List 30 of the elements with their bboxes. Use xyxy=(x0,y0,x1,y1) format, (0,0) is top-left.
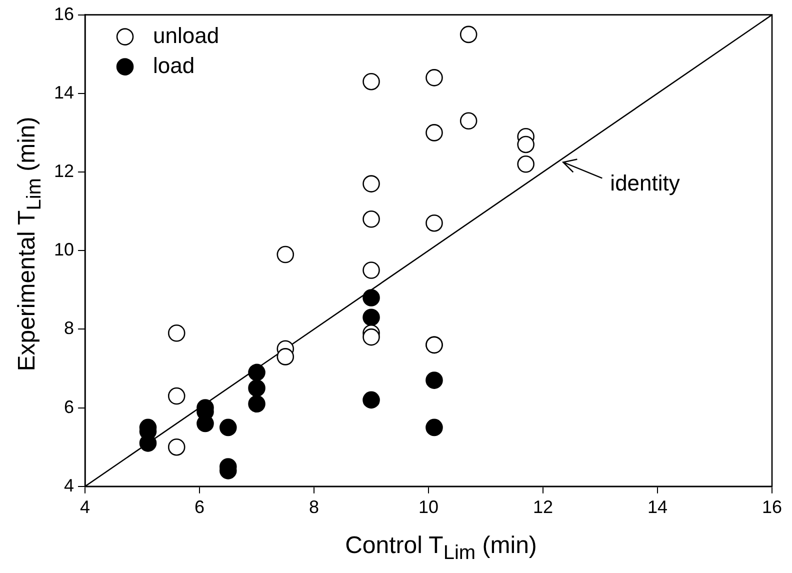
point xyxy=(362,328,380,346)
y-tick-label: 4 xyxy=(64,475,74,496)
point xyxy=(248,364,266,382)
point xyxy=(248,395,266,413)
legend-label: load xyxy=(153,52,195,78)
point xyxy=(362,308,380,326)
y-tick-label: 16 xyxy=(54,4,74,24)
y-tick-label: 12 xyxy=(54,160,74,181)
point xyxy=(362,289,380,306)
x-tick-label: 10 xyxy=(418,497,439,518)
x-axis-title: Control T$_{Lim}$ (min) xyxy=(344,532,538,565)
y-tick-label: 8 xyxy=(64,318,74,338)
x-tick-label: 16 xyxy=(762,497,782,518)
point xyxy=(426,418,443,436)
point xyxy=(426,372,443,389)
point xyxy=(219,418,237,436)
point xyxy=(517,136,534,154)
point xyxy=(362,391,380,409)
x-tick-label: 14 xyxy=(647,497,668,518)
x-tick-label: 6 xyxy=(194,497,205,518)
y-tick-label: 6 xyxy=(64,396,74,417)
annotation: identity xyxy=(610,170,680,196)
x-tick-label: 4 xyxy=(80,497,90,518)
y-tick-label: 10 xyxy=(54,240,74,260)
point xyxy=(276,348,294,366)
x-tick-label: 12 xyxy=(532,497,554,518)
legend-label: unload xyxy=(153,22,220,48)
y-tick-label: 14 xyxy=(54,82,74,102)
point xyxy=(248,380,266,397)
x-tick-label: 8 xyxy=(309,497,320,518)
